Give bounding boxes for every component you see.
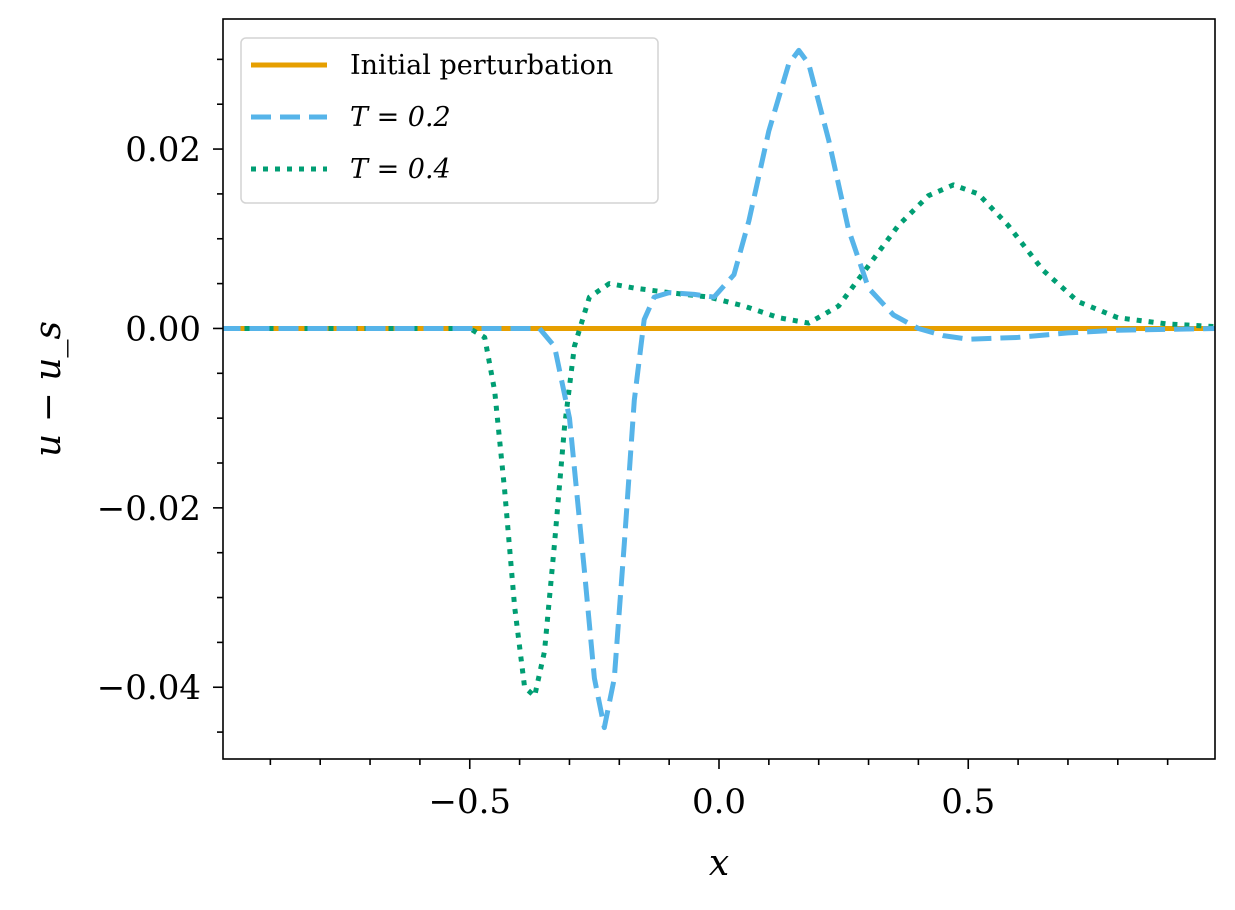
y-tick-label: 0.00: [125, 309, 201, 349]
x-axis-label: x: [709, 843, 729, 884]
legend-label-t04: T = 0.4: [350, 154, 451, 185]
ticks-layer: −0.5 0.0 0.5 −0.04 −0.02 0.00 0.02: [97, 58, 1169, 822]
series-line-1: [223, 47, 1215, 731]
y-tick-label: 0.02: [125, 130, 201, 170]
legend-frame: [240, 37, 659, 204]
y-tick-label: −0.04: [97, 668, 201, 708]
series-line-2: [223, 182, 1215, 699]
x-tick-label: 0.0: [692, 782, 746, 822]
y-axis-label: u − u_s: [28, 321, 69, 457]
series-layer: [223, 47, 1215, 731]
x-tick-label: −0.5: [428, 782, 511, 822]
legend: Initial perturbation T = 0.2 T = 0.4: [240, 37, 659, 204]
legend-label-initial: Initial perturbation: [350, 50, 613, 81]
y-tick-label: −0.02: [97, 489, 201, 529]
x-tick-label: 0.5: [941, 782, 995, 822]
legend-label-t02: T = 0.2: [350, 102, 451, 133]
